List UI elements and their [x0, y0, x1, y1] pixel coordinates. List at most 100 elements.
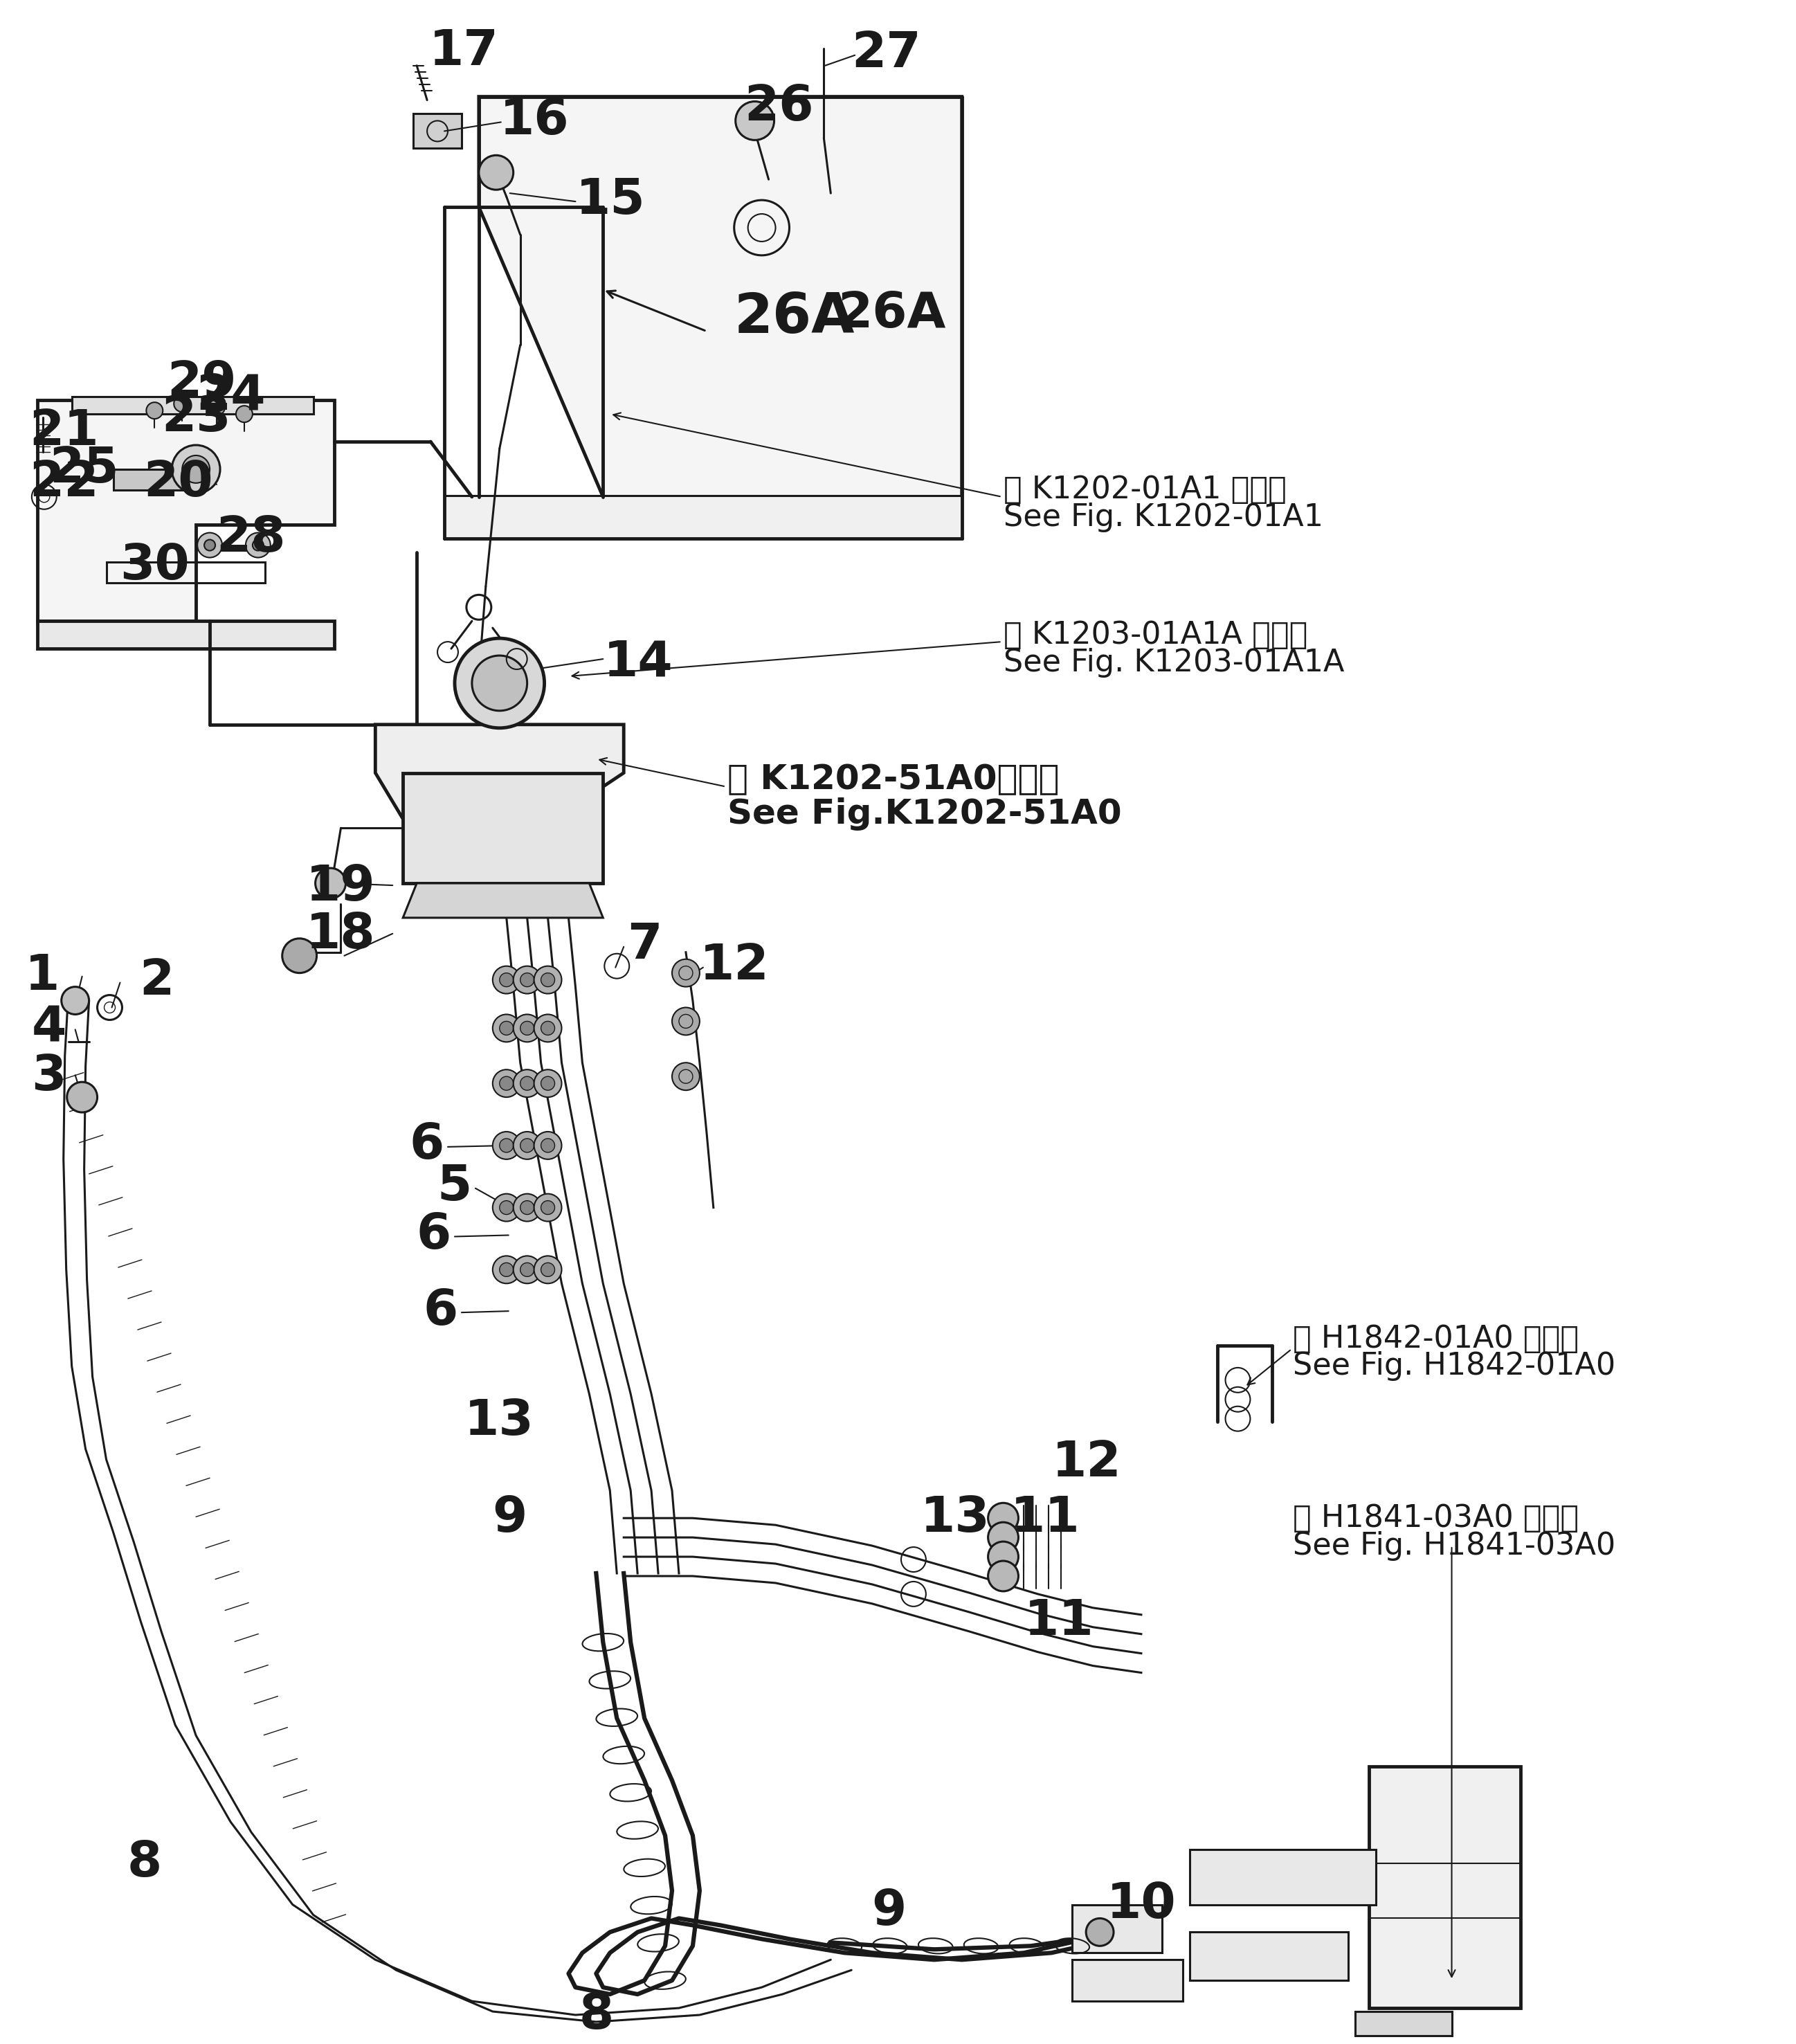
Text: 10: 10	[1106, 1880, 1176, 1927]
Polygon shape	[1189, 1932, 1349, 1981]
Polygon shape	[1356, 2011, 1451, 2036]
Circle shape	[533, 1194, 562, 1222]
Polygon shape	[38, 621, 334, 648]
Circle shape	[736, 102, 774, 141]
Circle shape	[499, 973, 514, 987]
Text: See Fig. K1203-01A1A: See Fig. K1203-01A1A	[1004, 648, 1343, 677]
Circle shape	[541, 1200, 555, 1214]
Circle shape	[480, 155, 514, 190]
Circle shape	[246, 533, 271, 558]
Text: 7: 7	[627, 922, 663, 969]
Polygon shape	[72, 397, 313, 415]
Polygon shape	[1072, 1960, 1182, 2001]
Text: 29: 29	[167, 360, 237, 407]
Text: 11: 11	[1024, 1598, 1094, 1645]
Text: 24: 24	[196, 372, 266, 421]
Text: 第 K1203-01A1A 図参照: 第 K1203-01A1A 図参照	[1004, 619, 1307, 650]
Circle shape	[492, 1014, 521, 1042]
Circle shape	[316, 869, 345, 899]
Circle shape	[181, 456, 210, 482]
Text: 26A: 26A	[837, 290, 946, 337]
Circle shape	[988, 1541, 1018, 1572]
Circle shape	[541, 1139, 555, 1153]
Circle shape	[672, 1063, 700, 1089]
Text: 12: 12	[700, 942, 769, 989]
Text: See Fig. K1202-01A1: See Fig. K1202-01A1	[1004, 503, 1324, 531]
Text: 25: 25	[48, 446, 119, 493]
Text: 12: 12	[1051, 1439, 1121, 1486]
Polygon shape	[113, 470, 203, 491]
Circle shape	[988, 1562, 1018, 1590]
Circle shape	[499, 1077, 514, 1089]
Circle shape	[514, 1194, 541, 1222]
Text: 4: 4	[31, 1004, 66, 1053]
Circle shape	[514, 967, 541, 993]
Text: 28: 28	[216, 515, 286, 562]
Circle shape	[208, 399, 224, 415]
Circle shape	[174, 394, 190, 413]
Circle shape	[499, 1022, 514, 1034]
Circle shape	[521, 1200, 533, 1214]
Text: See Fig. H1842-01A0: See Fig. H1842-01A0	[1293, 1351, 1616, 1382]
Text: 16: 16	[499, 96, 569, 145]
Polygon shape	[38, 401, 334, 621]
Text: 第 K1202-51A0図参照: 第 K1202-51A0図参照	[727, 762, 1060, 797]
Circle shape	[514, 1255, 541, 1284]
Text: 20: 20	[144, 460, 214, 507]
Text: 第 H1842-01A0 図参照: 第 H1842-01A0 図参照	[1293, 1325, 1579, 1353]
Circle shape	[282, 938, 316, 973]
Text: See Fig.K1202-51A0: See Fig.K1202-51A0	[727, 797, 1121, 830]
Text: 23: 23	[162, 394, 232, 442]
Text: 6: 6	[417, 1212, 451, 1259]
Circle shape	[253, 540, 264, 550]
Circle shape	[533, 967, 562, 993]
Circle shape	[988, 1523, 1018, 1553]
Polygon shape	[1072, 1905, 1162, 1952]
Text: 26: 26	[745, 84, 814, 131]
Circle shape	[145, 403, 163, 419]
Text: 14: 14	[603, 638, 674, 687]
Text: 8: 8	[578, 1991, 614, 2038]
Text: 6: 6	[424, 1288, 458, 1335]
Circle shape	[533, 1069, 562, 1098]
Circle shape	[492, 1132, 521, 1159]
Circle shape	[1087, 1919, 1114, 1946]
Circle shape	[988, 1502, 1018, 1533]
Circle shape	[514, 1132, 541, 1159]
Text: 8: 8	[128, 1840, 162, 1887]
Circle shape	[521, 1022, 533, 1034]
Circle shape	[521, 1077, 533, 1089]
Text: 第 H1841-03A0 図参照: 第 H1841-03A0 図参照	[1293, 1502, 1579, 1533]
Text: 3: 3	[31, 1053, 66, 1100]
Circle shape	[514, 1014, 541, 1042]
Polygon shape	[402, 773, 603, 883]
Circle shape	[454, 638, 544, 728]
Text: 1: 1	[25, 953, 59, 1000]
Text: 18: 18	[305, 912, 375, 959]
Circle shape	[521, 973, 533, 987]
Text: 第 K1202-01A1 図参照: 第 K1202-01A1 図参照	[1004, 474, 1286, 505]
Circle shape	[235, 407, 253, 423]
Polygon shape	[375, 724, 623, 842]
Circle shape	[499, 1263, 514, 1278]
Circle shape	[172, 446, 221, 493]
Text: 6: 6	[409, 1122, 444, 1169]
Text: 15: 15	[575, 176, 645, 225]
Text: See Fig. H1841-03A0: See Fig. H1841-03A0	[1293, 1531, 1616, 1560]
Circle shape	[499, 1200, 514, 1214]
Text: 26A: 26A	[735, 290, 855, 345]
Text: 30: 30	[120, 542, 189, 591]
Circle shape	[541, 1022, 555, 1034]
Text: 17: 17	[429, 29, 499, 76]
Text: 2: 2	[140, 957, 174, 1006]
Circle shape	[533, 1132, 562, 1159]
Polygon shape	[1189, 1850, 1376, 1905]
Text: 9: 9	[871, 1887, 907, 1936]
Text: 19: 19	[305, 863, 375, 910]
Text: 13: 13	[465, 1398, 533, 1445]
Circle shape	[472, 656, 528, 711]
Circle shape	[514, 1069, 541, 1098]
Circle shape	[521, 1263, 533, 1278]
Text: 9: 9	[492, 1494, 528, 1541]
Circle shape	[541, 973, 555, 987]
